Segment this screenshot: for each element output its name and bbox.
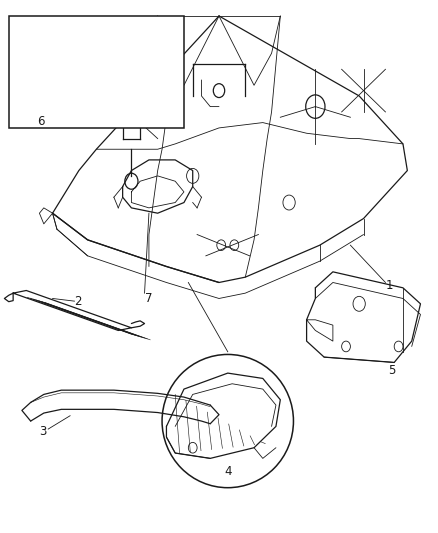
FancyBboxPatch shape [9,16,184,128]
Text: 5: 5 [388,364,395,377]
Text: 6: 6 [37,115,45,128]
Text: 2: 2 [74,295,82,308]
Text: 3: 3 [39,425,47,438]
Text: 1: 1 [385,279,393,292]
Text: 4: 4 [224,465,232,478]
Text: 7: 7 [145,292,152,305]
